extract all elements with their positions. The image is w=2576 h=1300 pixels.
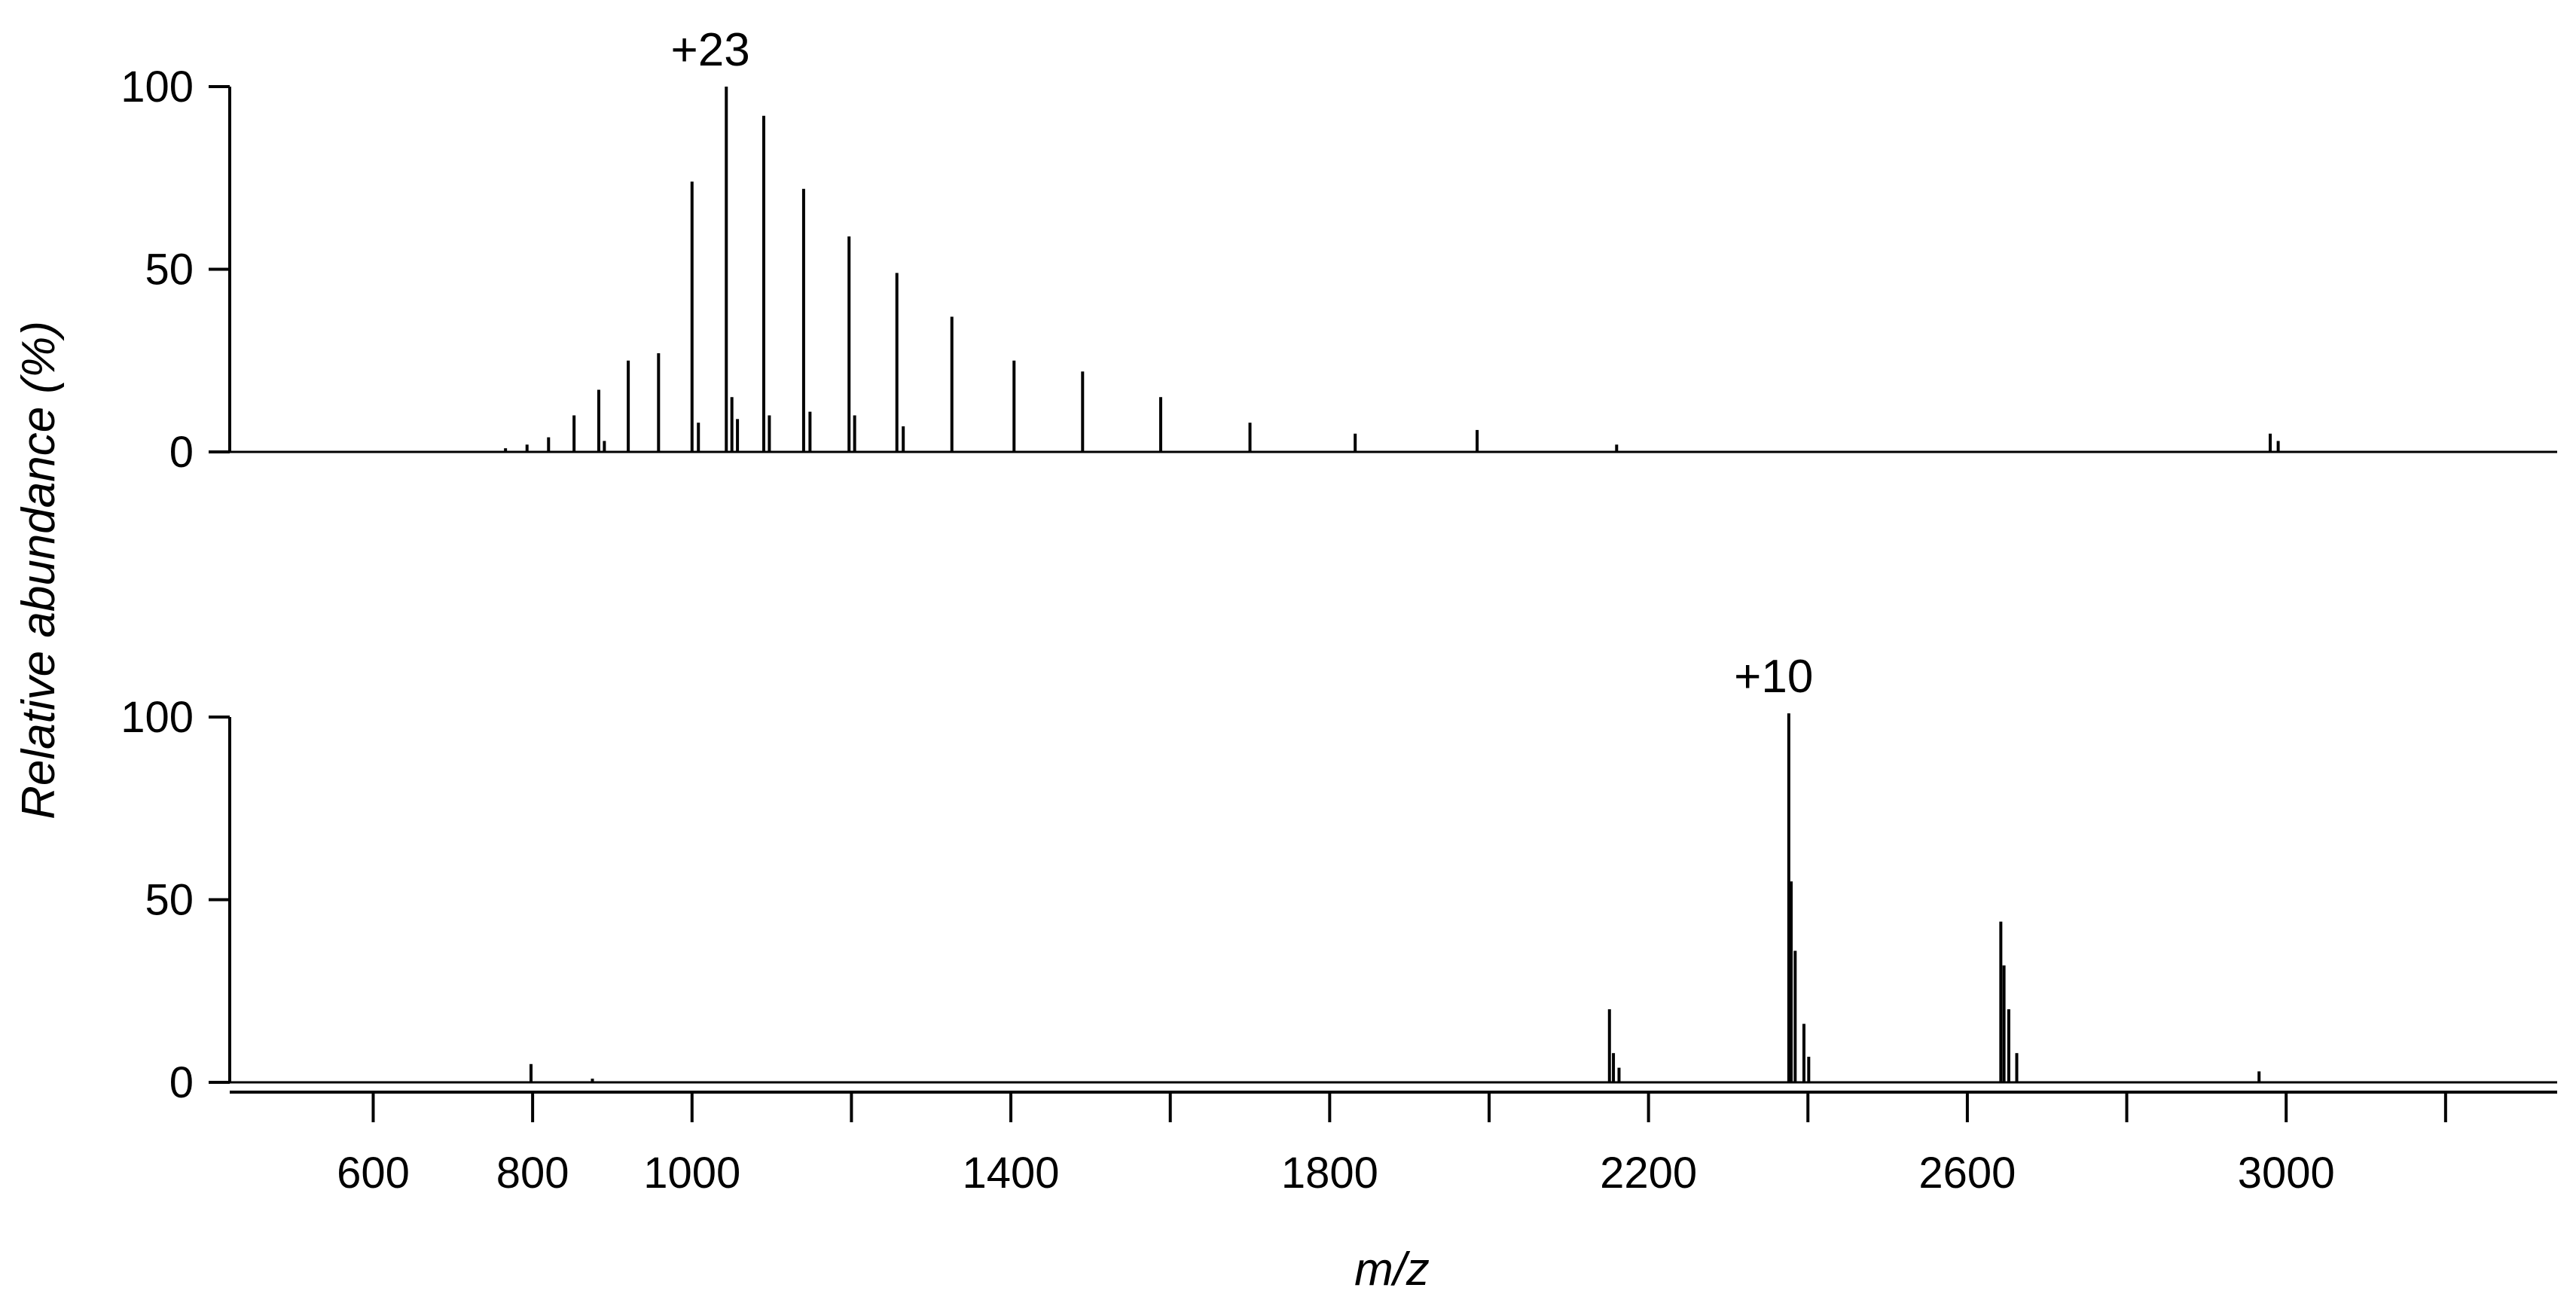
x-tick-label: 1000 [643,1149,740,1198]
x-tick-label: 800 [496,1149,569,1198]
x-tick-label: 3000 [2238,1149,2335,1198]
y-tick-label: 0 [169,428,194,477]
x-tick-label: 1400 [963,1149,1060,1198]
x-tick-label: 2600 [1918,1149,2016,1198]
y-tick-label: 50 [145,876,194,925]
charge-state-label: +23 [671,24,750,76]
y-tick-label: 50 [145,246,194,294]
y-axis-title: Relative abundance (%) [13,321,65,819]
top-spectrum-panel: 0 50 100 +23 [121,24,2557,477]
x-tick-label: 1800 [1281,1149,1378,1198]
x-tick-label: 600 [337,1149,410,1198]
x-axis: 600 800 1000 1400 1800 2200 2600 3000 [230,1091,2557,1198]
bottom-spectrum-panel: 0 50 100 +10 [121,651,2557,1107]
y-tick-label: 0 [169,1058,194,1107]
y-tick-label: 100 [121,693,194,742]
x-axis-title: m/z [1354,1244,1430,1295]
x-tick-label: 2200 [1600,1149,1697,1198]
y-tick-label: 100 [121,63,194,111]
charge-state-label: +10 [1734,651,1813,703]
